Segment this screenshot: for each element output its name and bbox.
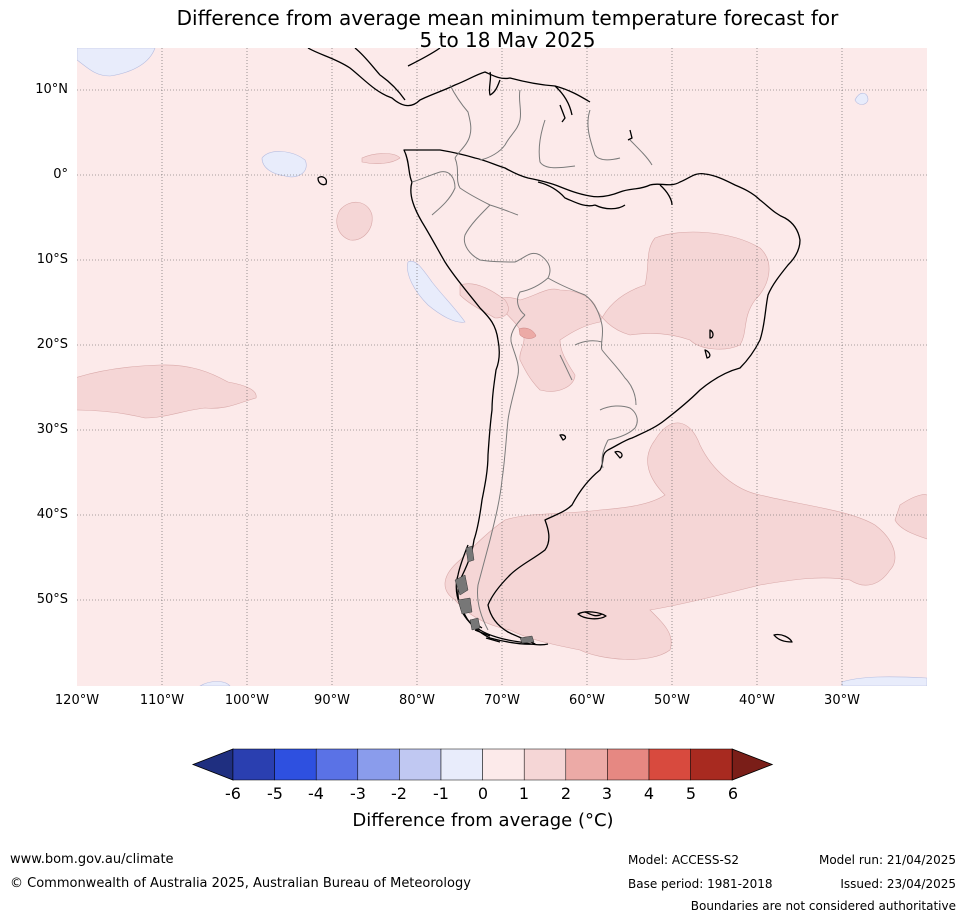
warm-anomaly-brazil (498, 231, 770, 392)
lat-label: 10°N (35, 82, 68, 97)
legend-swatch (357, 748, 400, 781)
legend-swatch (648, 748, 691, 781)
lat-label: 30°S (36, 422, 68, 437)
warm-anomaly-pacific-west (77, 364, 257, 419)
legend-colorbar (191, 748, 774, 781)
legend-tick: -1 (433, 784, 449, 803)
legend-tick: -3 (350, 784, 366, 803)
legend-swatch (440, 748, 483, 781)
cool-anomaly-peru-coast (407, 260, 466, 323)
legend-extend-low (191, 748, 234, 781)
cool-anomaly-sw (199, 681, 231, 686)
disclaimer-text: Boundaries are not considered authoritat… (690, 899, 956, 913)
lon-label: 80°W (399, 693, 435, 708)
fjord-detail (454, 545, 535, 644)
cool-anomaly-ne (854, 92, 869, 105)
warm-anomaly-far-east (894, 494, 927, 540)
south-america-coast (403, 149, 801, 645)
lon-label: 70°W (484, 693, 520, 708)
legend-tick: 2 (560, 784, 572, 803)
warm-anomaly-north (361, 153, 401, 164)
legend-swatch (523, 748, 567, 781)
legend-tick: -5 (267, 784, 283, 803)
legend-swatch (315, 748, 359, 781)
legend-swatch (399, 748, 442, 781)
warm-anomaly-bolivia (459, 283, 509, 319)
lat-label: 50°S (36, 592, 68, 607)
website-link[interactable]: www.bom.gov.au/climate (10, 852, 174, 867)
legend-swatch (565, 748, 608, 781)
legend-tick: 5 (685, 784, 697, 803)
legend-label: Difference from average (°C) (352, 810, 614, 831)
legend-tick: -2 (391, 784, 407, 803)
legend-tick: 0 (477, 784, 489, 803)
legend-swatch (482, 748, 525, 781)
lon-label: 40°W (739, 693, 775, 708)
copyright-text: © Commonwealth of Australia 2025, Austra… (10, 876, 471, 891)
legend-tick: 1 (518, 784, 530, 803)
lat-label: 20°S (36, 337, 68, 352)
legend-swatch (232, 748, 275, 781)
cool-anomaly-galapagos (261, 151, 307, 178)
lon-label: 90°W (314, 693, 350, 708)
legend-swatch (274, 748, 317, 781)
lon-label: 100°W (224, 693, 270, 708)
lat-label: 40°S (36, 507, 68, 522)
model-text: Model: ACCESS-S2 (628, 853, 740, 867)
country-borders (411, 84, 653, 631)
lat-label: 10°S (36, 252, 68, 267)
legend-tick: -6 (225, 784, 241, 803)
gridlines (77, 48, 927, 686)
legend-tick: 4 (643, 784, 655, 803)
legend-tick: 6 (727, 784, 739, 803)
lat-label: 0° (53, 167, 68, 182)
legend-tick: -4 (308, 784, 324, 803)
lon-label: 120°W (54, 693, 100, 708)
cool-anomaly-se (841, 676, 927, 686)
lon-label: 110°W (139, 693, 185, 708)
lon-label: 60°W (569, 693, 605, 708)
legend-extend-high (731, 748, 774, 781)
lon-label: 30°W (824, 693, 860, 708)
model-run-text: Model run: 21/04/2025 (818, 853, 956, 867)
legend-swatch (690, 748, 733, 781)
legend-swatch (607, 748, 650, 781)
warm-anomaly-galapagos-south (336, 202, 373, 241)
base-period-text: Base period: 1981-2018 (628, 877, 773, 891)
cool-anomaly-nw (77, 48, 156, 77)
warm-anomaly-bolivia-core (518, 327, 537, 339)
lon-label: 50°W (654, 693, 690, 708)
chart-title-line1: Difference from average mean minimum tem… (176, 6, 839, 30)
legend-tick: 3 (601, 784, 613, 803)
issued-text: Issued: 23/04/2025 (840, 877, 956, 891)
